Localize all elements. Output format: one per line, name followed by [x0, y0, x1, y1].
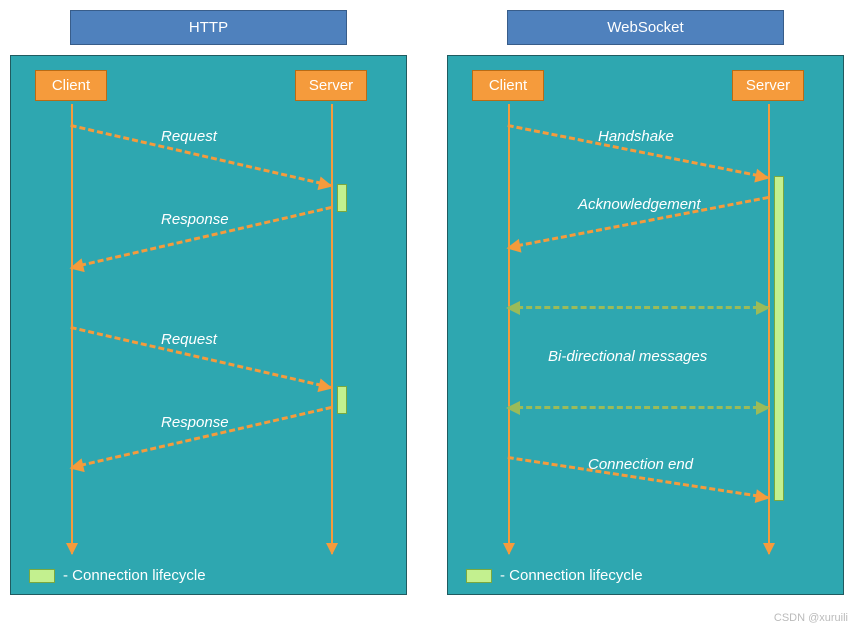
legend-label: - Connection lifecycle: [63, 567, 206, 584]
message-label: Response: [161, 211, 229, 228]
diagram-pair: HTTP Client Server Request Response Request R…: [10, 10, 844, 595]
server-actor: Server: [732, 70, 804, 101]
http-diagram: Client Server Request Response Request Respon…: [10, 55, 407, 595]
legend: - Connection lifecycle: [466, 567, 643, 584]
legend-swatch: [466, 569, 492, 583]
activation-bar: [337, 386, 347, 414]
client-actor: Client: [472, 70, 544, 101]
activation-bar: [337, 184, 347, 212]
client-actor: Client: [35, 70, 107, 101]
http-title: HTTP: [70, 10, 348, 45]
websocket-diagram: Client Server Handshake Acknowledgement Bi-d…: [447, 55, 844, 595]
message-label: Request: [161, 128, 217, 145]
activation-bar: [774, 176, 784, 501]
watermark: CSDN @xuruili: [774, 612, 848, 624]
message-label: Bi-directional messages: [548, 348, 707, 365]
message-label: Response: [161, 414, 229, 431]
message-label: Handshake: [598, 128, 674, 145]
legend-label: - Connection lifecycle: [500, 567, 643, 584]
http-column: HTTP Client Server Request Response Request R…: [10, 10, 407, 595]
message-arrow: [508, 406, 768, 409]
server-actor: Server: [295, 70, 367, 101]
legend: - Connection lifecycle: [29, 567, 206, 584]
client-actor-lifeline: [508, 104, 510, 554]
message-arrow: [508, 306, 768, 309]
message-label: Acknowledgement: [578, 196, 701, 213]
legend-swatch: [29, 569, 55, 583]
websocket-title: WebSocket: [507, 10, 785, 45]
message-label: Request: [161, 331, 217, 348]
message-label: Connection end: [588, 456, 693, 473]
websocket-column: WebSocket Client Server Handshake Acknowled…: [447, 10, 844, 595]
server-actor-lifeline: [331, 104, 333, 554]
